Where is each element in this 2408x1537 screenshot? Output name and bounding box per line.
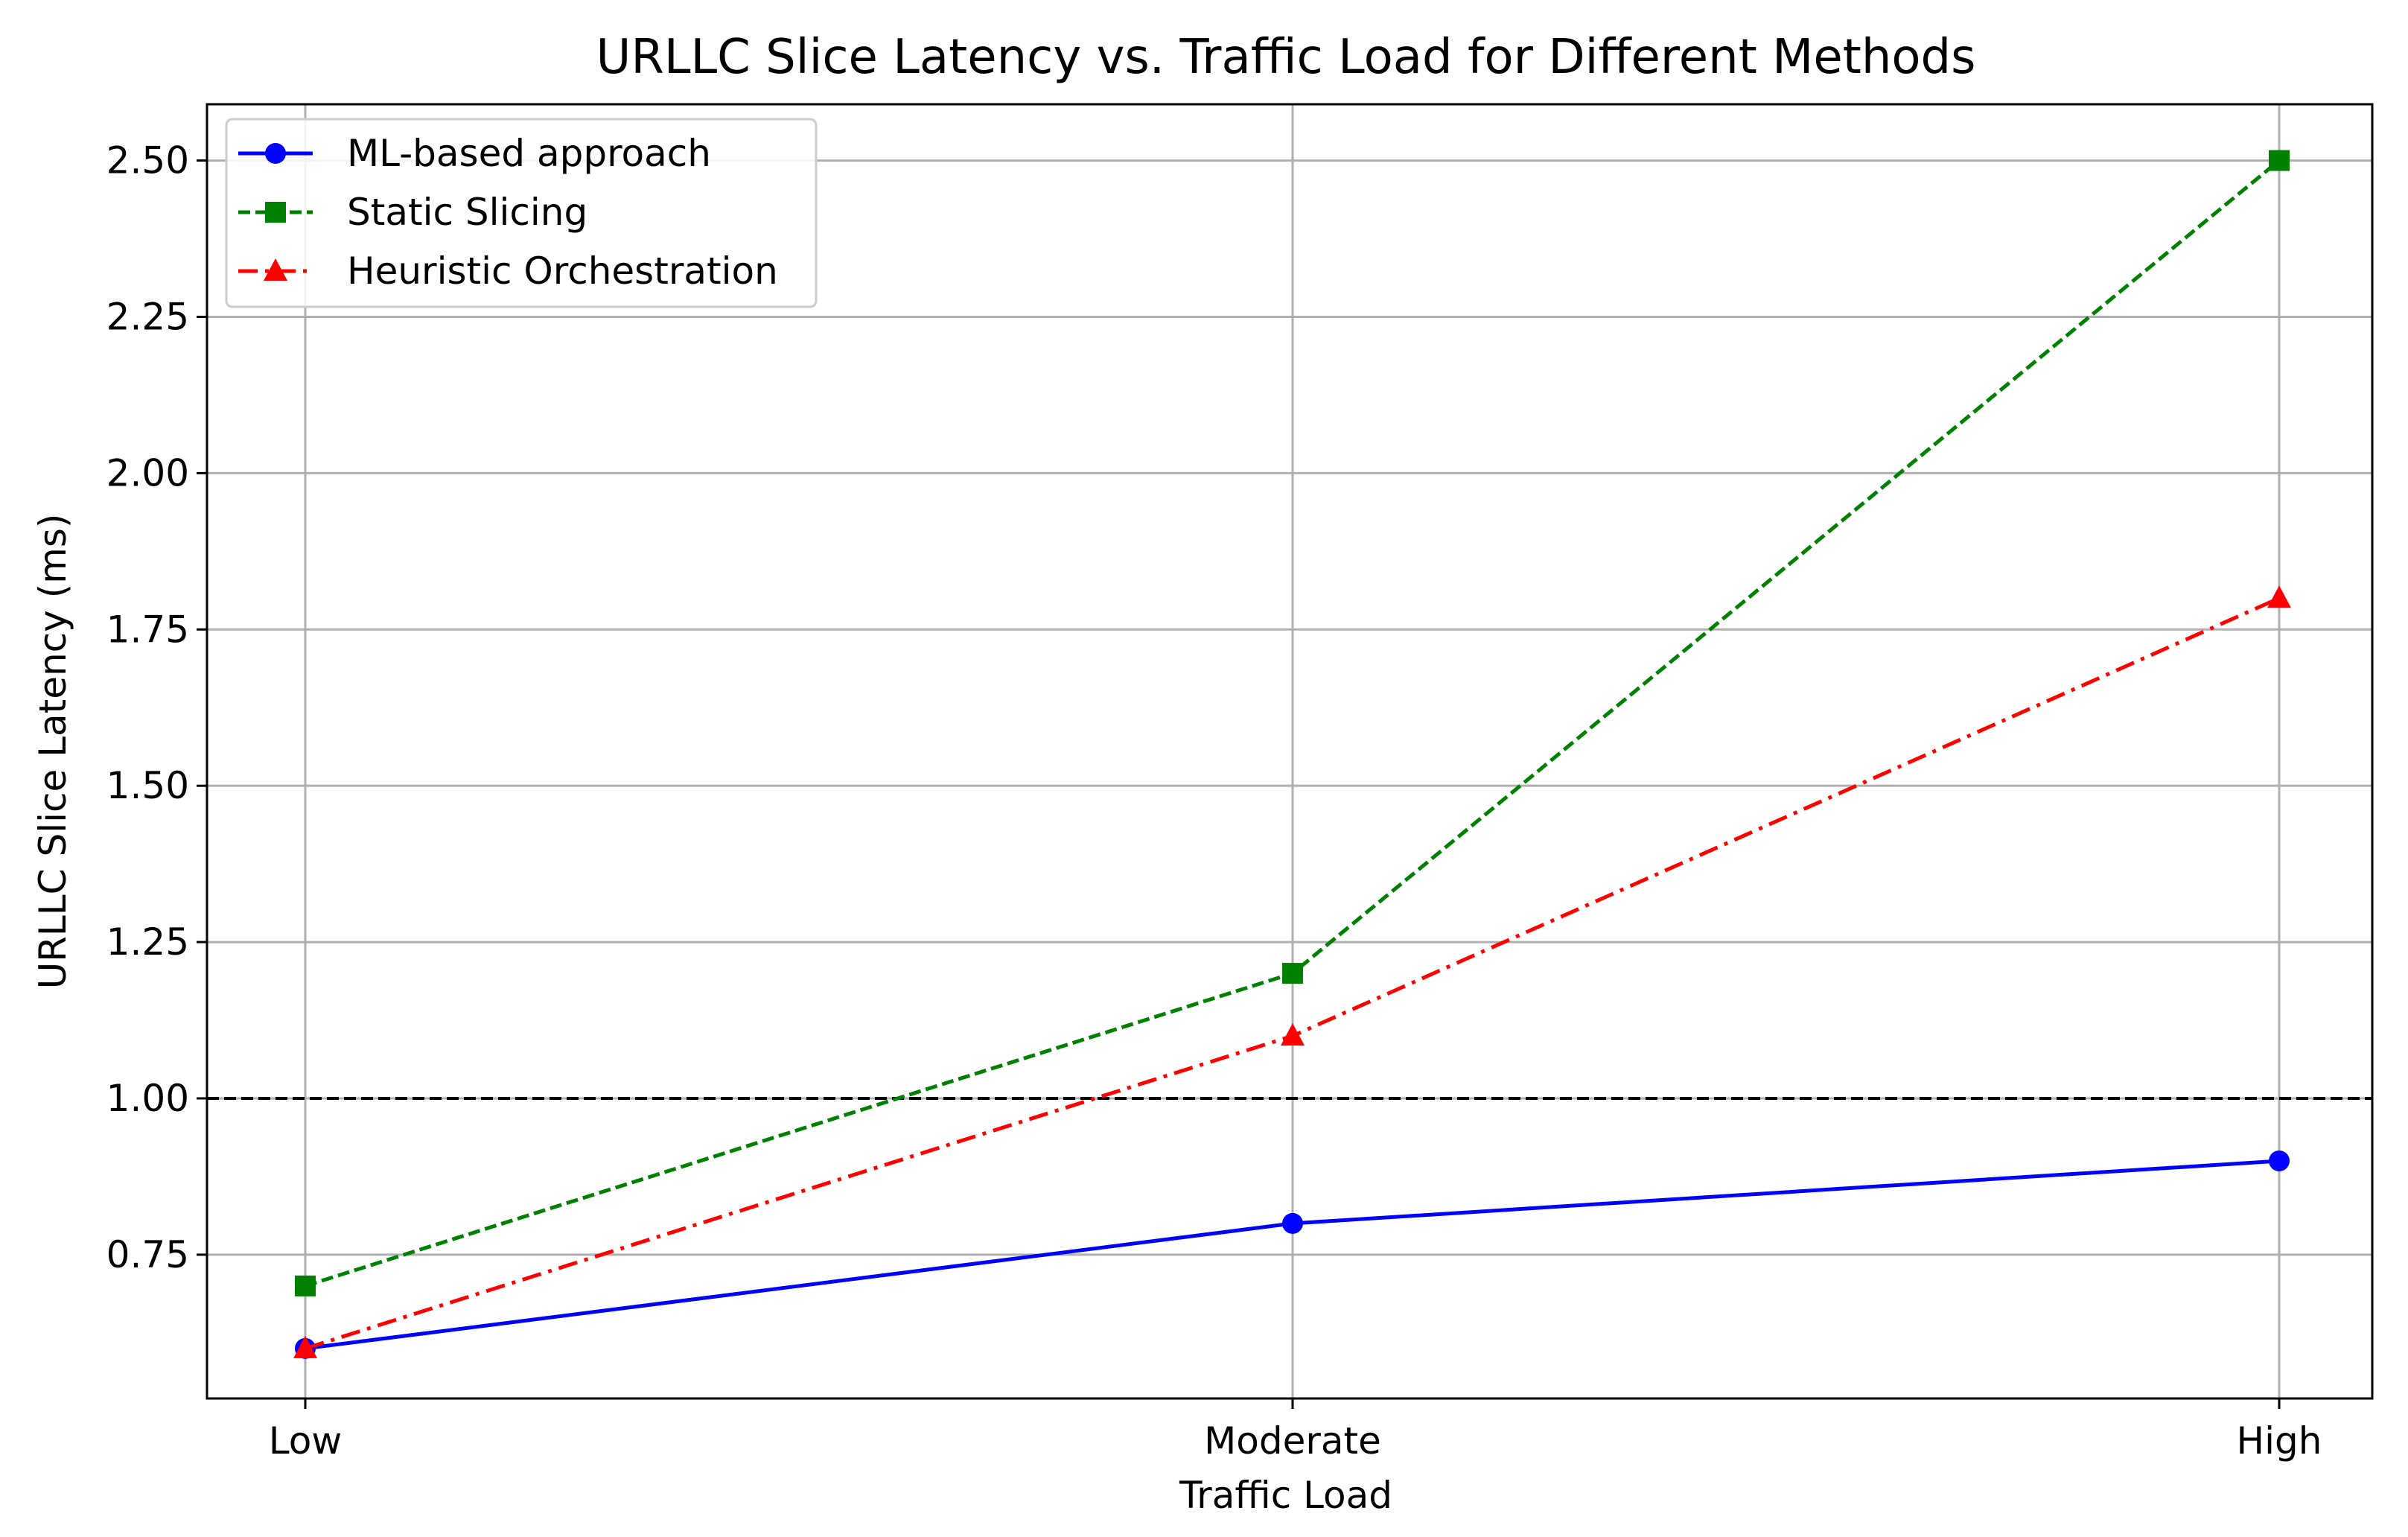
legend-marker: [264, 258, 287, 281]
y-tick-label: 1.00: [106, 1077, 189, 1120]
data-point: [295, 1275, 316, 1296]
y-axis-label: URLLC Slice Latency (ms): [31, 514, 74, 990]
legend-label: Static Slicing: [347, 191, 587, 234]
x-tick-label: Low: [269, 1419, 342, 1463]
legend-marker: [265, 202, 286, 223]
data-point: [1282, 963, 1303, 984]
x-tick-label: Moderate: [1204, 1419, 1381, 1463]
y-tick-label: 1.50: [106, 764, 189, 807]
series-static-slicing: [295, 150, 2290, 1296]
chart-title: URLLC Slice Latency vs. Traffic Load for…: [596, 30, 1976, 85]
y-tick-label: 1.75: [106, 608, 189, 651]
legend-box: [225, 118, 818, 308]
data-point: [2267, 585, 2291, 608]
legend-label: ML-based approach: [347, 132, 711, 175]
legend: ML-based approach Static Slicing Heuristic…: [225, 118, 818, 308]
data-point: [2269, 1150, 2290, 1171]
y-tick-label: 2.25: [106, 295, 189, 338]
y-tick-label: 0.75: [106, 1233, 189, 1276]
plot-frame: [206, 103, 2374, 1400]
x-axis-label: Traffic Load: [1179, 1474, 1392, 1517]
data-point: [293, 1335, 317, 1358]
data-point: [1282, 1212, 1303, 1234]
series-heuristic-orchestration: [293, 585, 2291, 1358]
data-point: [2269, 150, 2290, 171]
x-tick-label: High: [2237, 1419, 2322, 1463]
y-tick-label: 2.00: [106, 451, 189, 494]
legend-label: Heuristic Orchestration: [347, 249, 778, 293]
y-tick-label: 2.50: [106, 139, 189, 182]
legend-marker: [265, 143, 286, 164]
y-tick-label: 1.25: [106, 920, 189, 964]
data-point: [1281, 1023, 1305, 1046]
